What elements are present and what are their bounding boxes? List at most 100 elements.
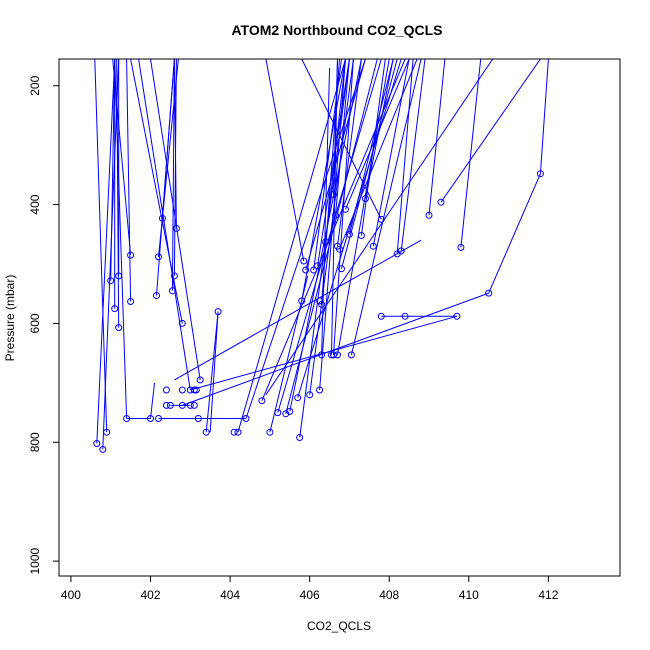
data-point bbox=[242, 415, 250, 422]
series-line-segment bbox=[174, 239, 422, 381]
data-point bbox=[153, 292, 160, 299]
data-point bbox=[196, 376, 204, 384]
data-point bbox=[294, 394, 302, 402]
data-point bbox=[457, 243, 465, 251]
data-point bbox=[202, 428, 210, 436]
x-tick-label: 402 bbox=[140, 588, 160, 602]
series-line-segment bbox=[110, 59, 116, 281]
y-tick-label: 400 bbox=[28, 194, 42, 214]
series-line-segment bbox=[96, 59, 116, 444]
series-line-segment bbox=[319, 59, 346, 391]
data-point bbox=[296, 434, 304, 441]
series-line-segment bbox=[150, 382, 155, 419]
x-tick-label: 408 bbox=[379, 588, 399, 602]
series-line-segment bbox=[400, 59, 426, 251]
plot-area bbox=[93, 59, 549, 453]
series-line-segment bbox=[337, 59, 362, 247]
y-tick-label: 200 bbox=[28, 75, 42, 95]
series-line-segment bbox=[348, 59, 394, 235]
data-point bbox=[123, 415, 131, 422]
data-point bbox=[300, 257, 308, 265]
data-point bbox=[178, 401, 186, 409]
data-point bbox=[338, 265, 345, 273]
data-point bbox=[302, 266, 310, 274]
y-tick-label: 1000 bbox=[28, 547, 42, 574]
data-point bbox=[127, 251, 135, 259]
series-line-segment bbox=[297, 59, 402, 398]
data-point bbox=[192, 386, 200, 394]
data-point bbox=[166, 401, 174, 409]
series-line-segment bbox=[205, 311, 219, 433]
series-line-segment bbox=[440, 59, 541, 203]
series-line-segment bbox=[130, 59, 183, 324]
series-line-segment bbox=[114, 59, 128, 419]
x-tick-label: 400 bbox=[61, 588, 81, 602]
series-line-segment bbox=[94, 59, 108, 433]
data-point bbox=[115, 324, 123, 332]
series-line-segment bbox=[364, 59, 394, 199]
data-point bbox=[266, 428, 274, 436]
series-line-segment bbox=[396, 59, 414, 254]
data-point bbox=[107, 277, 115, 285]
data-point bbox=[318, 351, 326, 359]
data-point bbox=[361, 195, 369, 203]
series-lines bbox=[94, 59, 549, 450]
y-axis-label: Pressure (mbar) bbox=[3, 275, 17, 362]
series-line-segment bbox=[138, 59, 191, 391]
data-point bbox=[190, 401, 198, 409]
data-point bbox=[316, 386, 324, 394]
data-point bbox=[336, 245, 343, 253]
series-line-segment bbox=[150, 59, 201, 380]
data-point bbox=[453, 312, 461, 320]
data-point bbox=[316, 297, 324, 305]
data-point bbox=[168, 287, 176, 295]
series-line-segment bbox=[428, 59, 446, 216]
data-point bbox=[214, 308, 222, 316]
data-point bbox=[194, 415, 202, 422]
series-points bbox=[93, 170, 544, 453]
data-point bbox=[155, 253, 162, 261]
series-line-segment bbox=[460, 59, 482, 248]
series-line-segment bbox=[265, 59, 494, 396]
series-line-segment bbox=[360, 59, 386, 236]
data-point bbox=[111, 305, 119, 313]
x-axis: 400 402 404 406 408 410 412 bbox=[61, 575, 559, 602]
data-point bbox=[103, 428, 111, 436]
data-point bbox=[369, 242, 377, 250]
data-point bbox=[342, 205, 349, 213]
series-line-segment bbox=[309, 59, 354, 395]
series-line-segment bbox=[345, 59, 410, 210]
series-line-segment bbox=[539, 59, 549, 174]
data-point bbox=[158, 214, 166, 222]
data-point bbox=[314, 262, 322, 270]
y-tick-label: 800 bbox=[28, 432, 42, 452]
data-point bbox=[115, 272, 123, 280]
data-point bbox=[334, 351, 341, 359]
series-line-segment bbox=[265, 59, 305, 262]
x-tick-label: 412 bbox=[538, 588, 558, 602]
series-line-segment bbox=[277, 59, 382, 413]
data-point bbox=[330, 351, 337, 359]
series-line-segment bbox=[245, 59, 366, 419]
data-point bbox=[347, 351, 355, 359]
data-point bbox=[99, 445, 107, 453]
data-point bbox=[258, 397, 266, 405]
x-axis-label: CO2_QCLS bbox=[307, 619, 371, 633]
series-line-segment bbox=[126, 59, 132, 302]
data-point bbox=[298, 297, 306, 305]
data-point bbox=[234, 428, 242, 436]
data-point bbox=[485, 289, 493, 297]
data-point bbox=[178, 319, 186, 327]
series-line-segment bbox=[335, 59, 350, 216]
y-tick-label: 600 bbox=[28, 313, 42, 333]
data-point bbox=[178, 386, 186, 394]
series-line-segment bbox=[171, 59, 175, 291]
chart-title: ATOM2 Northbound CO2_QCLS bbox=[231, 22, 442, 38]
data-point bbox=[401, 312, 409, 320]
data-point bbox=[322, 238, 330, 246]
data-point bbox=[172, 224, 180, 232]
data-point bbox=[332, 211, 339, 219]
series-line-segment bbox=[339, 59, 418, 250]
series-line-segment bbox=[161, 59, 175, 219]
data-point bbox=[397, 247, 405, 255]
